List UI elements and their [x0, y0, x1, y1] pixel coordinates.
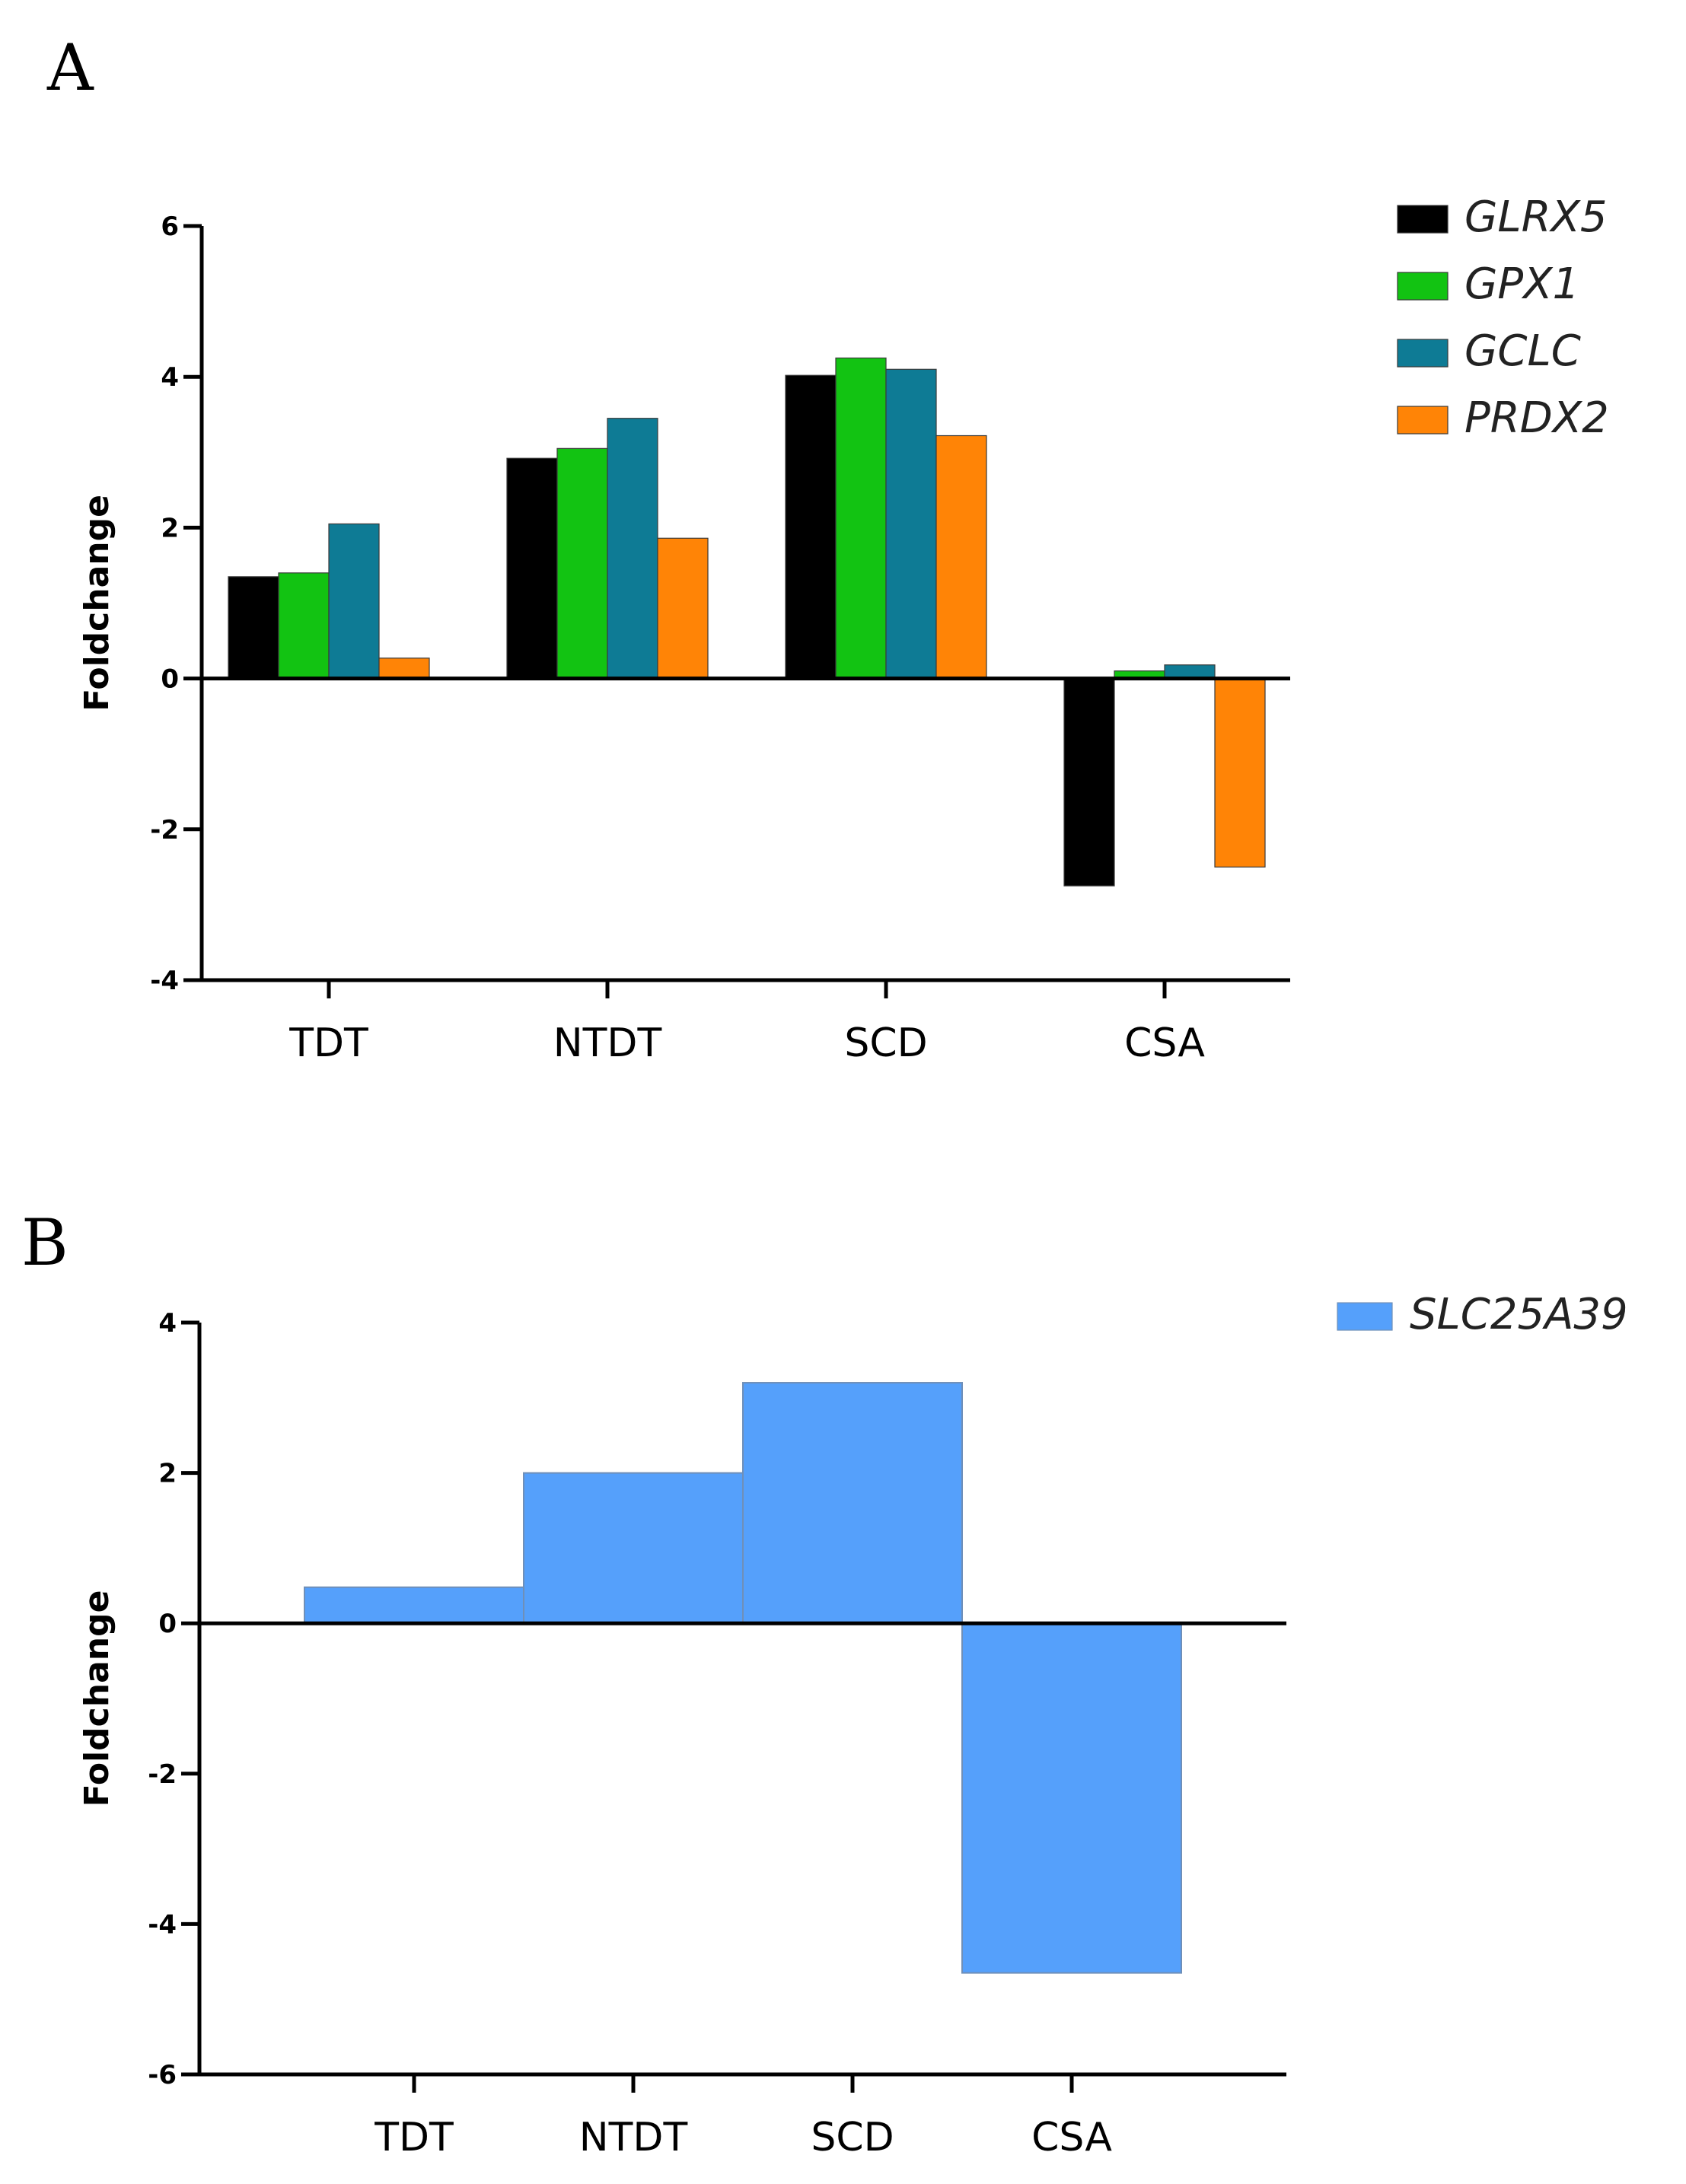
x-tick-label: TDT	[288, 1020, 368, 1066]
bar-slc25a39-scd	[742, 1382, 963, 1625]
bar-prdx2-tdt	[378, 657, 430, 680]
y-tick-label: 2	[158, 1459, 177, 1489]
y-tick-label: 0	[161, 664, 179, 695]
x-tick-label: SCD	[844, 1020, 927, 1066]
bar-gclc-tdt	[328, 523, 380, 680]
panel-letter: A	[46, 30, 94, 105]
y-axis-title: Foldchange	[78, 495, 116, 712]
legend: GLRX5 GPX1 GCLC PRDX2	[1397, 193, 1609, 443]
legend-label-prdx2: PRDX2	[1464, 393, 1609, 443]
legend-swatch-slc25a39	[1337, 1302, 1393, 1331]
bar-slc25a39-tdt	[304, 1586, 524, 1625]
legend-swatch-prdx2	[1397, 406, 1449, 435]
bar-prdx2-csa	[1214, 677, 1266, 868]
y-tick-label: 4	[158, 1308, 177, 1339]
legend-swatch-glrx5	[1397, 205, 1449, 234]
y-tick-label: -2	[150, 815, 179, 845]
bar-prdx2-scd	[935, 435, 987, 680]
x-tick-label: TDT	[374, 2115, 454, 2160]
y-tick-label: 6	[161, 212, 179, 242]
y-tick-label: 0	[158, 1609, 177, 1639]
bar-slc25a39-csa	[961, 1622, 1182, 1974]
panel-letter: B	[21, 1205, 69, 1280]
bar-gpx1-scd	[835, 357, 887, 680]
x-tick-label: SCD	[811, 2115, 894, 2160]
legend-label-gpx1: GPX1	[1464, 259, 1579, 309]
bar-gclc-csa	[1164, 664, 1216, 680]
y-tick-label: -6	[148, 2060, 177, 2090]
bar-gclc-ntdt	[607, 418, 658, 680]
y-tick-label: 4	[161, 362, 179, 393]
chart-panel-b: B -6 -4 -2 0 2 4 TDT NTDT SCD CSA Foldchange SLC25A3…	[21, 1205, 1628, 2160]
y-tick-label: -4	[148, 1909, 177, 1940]
x-tick-label: CSA	[1031, 2115, 1112, 2160]
bar-glrx5-ntdt	[506, 457, 558, 680]
x-tick-label: CSA	[1124, 1020, 1205, 1066]
y-tick-label: 2	[161, 513, 179, 543]
bar-glrx5-tdt	[228, 576, 279, 680]
bar-gpx1-ntdt	[556, 447, 608, 680]
legend: SLC25A39	[1337, 1290, 1628, 1339]
legend-label-glrx5: GLRX5	[1464, 193, 1608, 242]
y-tick-label: -4	[150, 966, 179, 996]
bar-glrx5-csa	[1063, 677, 1115, 887]
y-axis-title: Foldchange	[78, 1590, 116, 1807]
bar-glrx5-scd	[785, 374, 837, 680]
legend-label-gclc: GCLC	[1464, 326, 1581, 376]
chart-panel-a: A -4 -2 0 2 4 6 TDT NTDT SCD CSA Foldchange GLRX5 GPX…	[46, 30, 1609, 1066]
bar-prdx2-ntdt	[657, 537, 709, 680]
bar-gclc-scd	[885, 368, 937, 680]
bar-gpx1-tdt	[278, 572, 330, 680]
legend-swatch-gpx1	[1397, 272, 1449, 301]
y-tick-label: -2	[148, 1759, 177, 1790]
legend-label-slc25a39: SLC25A39	[1410, 1290, 1628, 1339]
bar-slc25a39-ntdt	[523, 1472, 744, 1625]
legend-swatch-gclc	[1397, 339, 1449, 368]
x-tick-label: NTDT	[553, 1020, 662, 1066]
x-tick-label: NTDT	[579, 2115, 688, 2160]
